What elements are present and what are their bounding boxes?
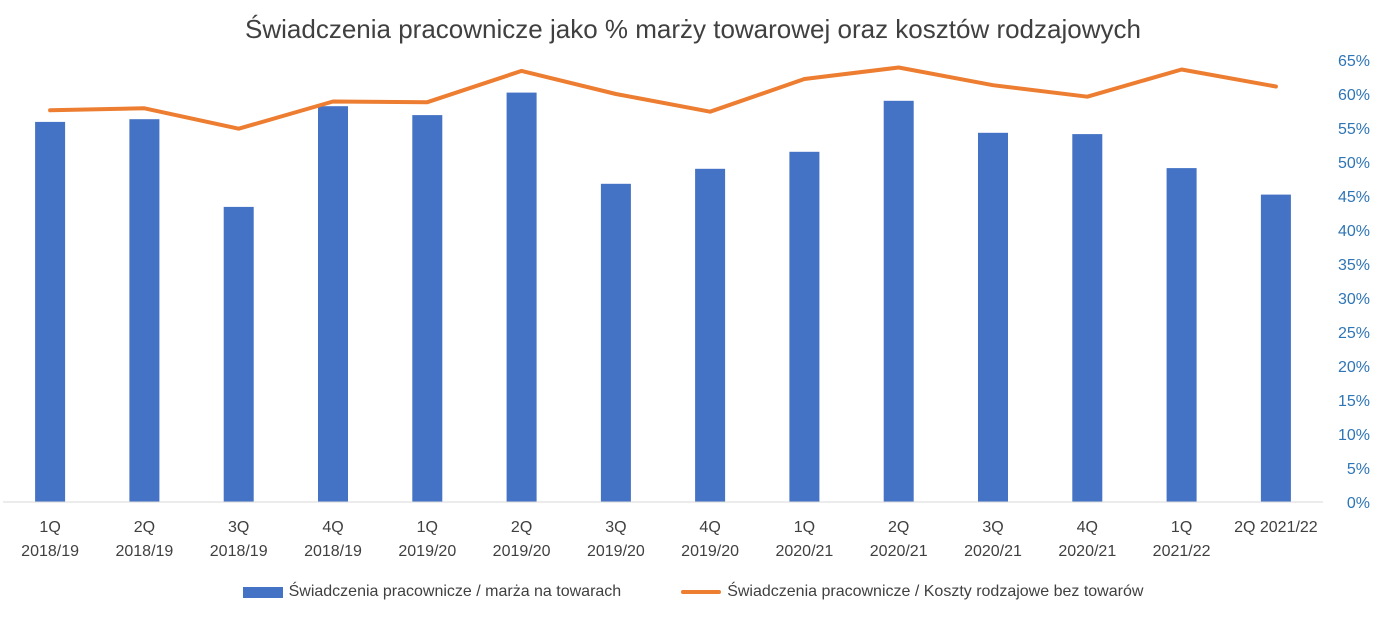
x-tick-label: 2018/19 (210, 543, 268, 560)
y-tick-label: 65% (1338, 53, 1370, 70)
legend-swatch-line (681, 590, 722, 594)
y-tick-label: 0% (1347, 495, 1370, 512)
y-tick-label: 60% (1338, 87, 1370, 104)
bar-7 (695, 168, 726, 503)
bar-6 (600, 183, 631, 503)
x-tick-label: 2021/22 (1153, 543, 1211, 560)
y-tick-label: 55% (1338, 121, 1370, 138)
x-tick-label: 1Q (794, 519, 815, 536)
legend-item-bars: Świadczenia pracownicze / marża na towar… (242, 583, 622, 601)
y-tick-label: 50% (1338, 155, 1370, 172)
x-tick-label: 2Q (134, 519, 155, 536)
y-tick-label: 35% (1338, 257, 1370, 274)
legend-swatch-bars (242, 586, 283, 598)
bar-3 (318, 106, 348, 502)
x-tick-label: 2019/20 (587, 543, 645, 560)
y-tick-label: 10% (1338, 427, 1370, 444)
x-tick-label: 2019/20 (398, 543, 456, 560)
x-tick-label: 1Q (1171, 519, 1192, 536)
legend-label-line: Świadczenia pracownicze / Koszty rodzajo… (727, 583, 1144, 600)
bar-2 (223, 206, 254, 502)
x-tick-label: 2018/19 (21, 543, 79, 560)
bar-1 (129, 119, 160, 502)
x-tick-label: 1Q (39, 519, 60, 536)
x-tick-label: 2Q 2021/22 (1234, 519, 1318, 536)
x-tick-label: 4Q (699, 519, 720, 536)
y-tick-label: 5% (1347, 461, 1370, 478)
y-tick-label: 20% (1338, 359, 1370, 376)
x-tick-label: 3Q (982, 519, 1003, 536)
bar-13 (1260, 194, 1291, 502)
x-tick-label: 2020/21 (775, 543, 833, 560)
x-tick-label: 4Q (322, 519, 343, 536)
bar-4 (412, 115, 443, 502)
bar-10 (978, 132, 1008, 503)
x-tick-label: 2020/21 (1058, 543, 1116, 560)
x-tick-label: 2Q (888, 519, 909, 536)
y-tick-label: 25% (1338, 325, 1370, 342)
x-tick-label: 2018/19 (304, 543, 362, 560)
x-tick-label: 1Q (417, 519, 438, 536)
y-tick-label: 15% (1338, 393, 1370, 410)
legend-item-line: Świadczenia pracownicze / Koszty rodzajo… (681, 583, 1143, 601)
y-tick-label: 40% (1338, 223, 1370, 240)
chart-legend: Świadczenia pracownicze / marża na towar… (0, 583, 1386, 601)
legend-label-bars: Świadczenia pracownicze / marża na towar… (288, 583, 622, 600)
x-tick-label: 3Q (228, 519, 249, 536)
x-tick-label: 2020/21 (964, 543, 1022, 560)
x-tick-label: 2019/20 (493, 543, 551, 560)
bar-0 (35, 121, 66, 503)
x-tick-label: 2020/21 (870, 543, 928, 560)
bar-9 (883, 100, 914, 503)
x-tick-label: 2019/20 (681, 543, 739, 560)
x-tick-label: 2018/19 (115, 543, 173, 560)
line-series (48, 65, 1278, 131)
x-tick-label: 3Q (605, 519, 626, 536)
bar-8 (789, 151, 820, 503)
x-tick-label: 4Q (1077, 519, 1098, 536)
bar-5 (506, 92, 537, 502)
x-tick-label: 2Q (511, 519, 532, 536)
bar-11 (1072, 134, 1103, 502)
chart-title: Świadczenia pracownicze jako % marży tow… (245, 14, 1141, 44)
bar-12 (1166, 168, 1197, 502)
y-tick-label: 45% (1338, 189, 1370, 206)
y-tick-label: 30% (1338, 291, 1370, 308)
